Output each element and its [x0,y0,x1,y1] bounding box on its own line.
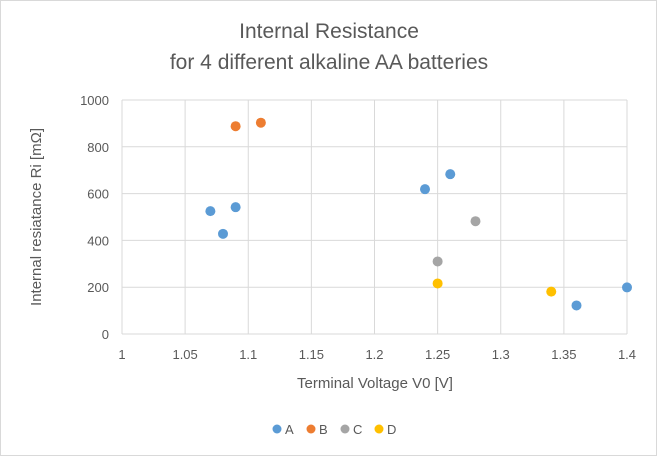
y-tick-label: 0 [102,327,109,342]
x-tick-label: 1.15 [299,347,324,362]
x-tick-label: 1.1 [239,347,257,362]
chart-title-line-2: for 4 different alkaline AA batteries [170,51,488,74]
data-point-a [622,282,632,293]
legend-marker-b [306,424,316,434]
chart-title-line-1: Internal Resistance [239,20,419,43]
legend-label-a: A [285,422,294,437]
x-tick-label: 1.3 [492,347,510,362]
x-tick-label: 1.2 [365,347,383,362]
data-point-a [571,300,582,311]
data-point-a [445,169,456,180]
legend-label-d: D [387,422,396,437]
legend-label-b: B [319,422,328,437]
x-tick-label: 1.35 [551,347,576,362]
data-point-b [255,117,266,128]
chart-title: Internal Resistance for 4 different alka… [170,20,488,74]
x-tick-label: 1.05 [172,347,197,362]
y-tick-label: 600 [87,187,109,202]
y-axis-ticks: 0 200 400 600 800 1000 [80,93,109,342]
data-point-d [546,286,557,297]
legend-marker-c [340,424,350,434]
x-tick-label: 1.4 [618,347,636,362]
y-tick-label: 1000 [80,93,109,108]
data-point-a [230,202,241,213]
gridlines [121,99,628,335]
y-tick-label: 200 [87,280,109,295]
data-point-a [420,184,430,195]
y-axis-title: Internal resiatance Ri [mΩ] [28,128,45,306]
data-point-d [432,278,443,289]
data-point-a [218,228,228,239]
legend: A B C D [272,422,396,437]
x-tick-label: 1.25 [425,347,450,362]
data-point-b [230,121,241,132]
y-tick-label: 400 [87,233,109,248]
data-points [205,117,632,311]
data-point-c [432,256,443,267]
legend-marker-a [272,424,282,434]
data-point-c [470,216,481,227]
data-point-a [205,206,216,217]
legend-marker-d [374,424,384,434]
x-axis-title: Terminal Voltage V0 [V] [297,375,453,392]
x-tick-label: 1 [118,347,125,362]
legend-label-c: C [353,422,362,437]
y-tick-label: 800 [87,140,109,155]
x-axis-ticks: 1 1.05 1.1 1.15 1.2 1.25 1.3 1.35 1.4 [118,347,636,362]
